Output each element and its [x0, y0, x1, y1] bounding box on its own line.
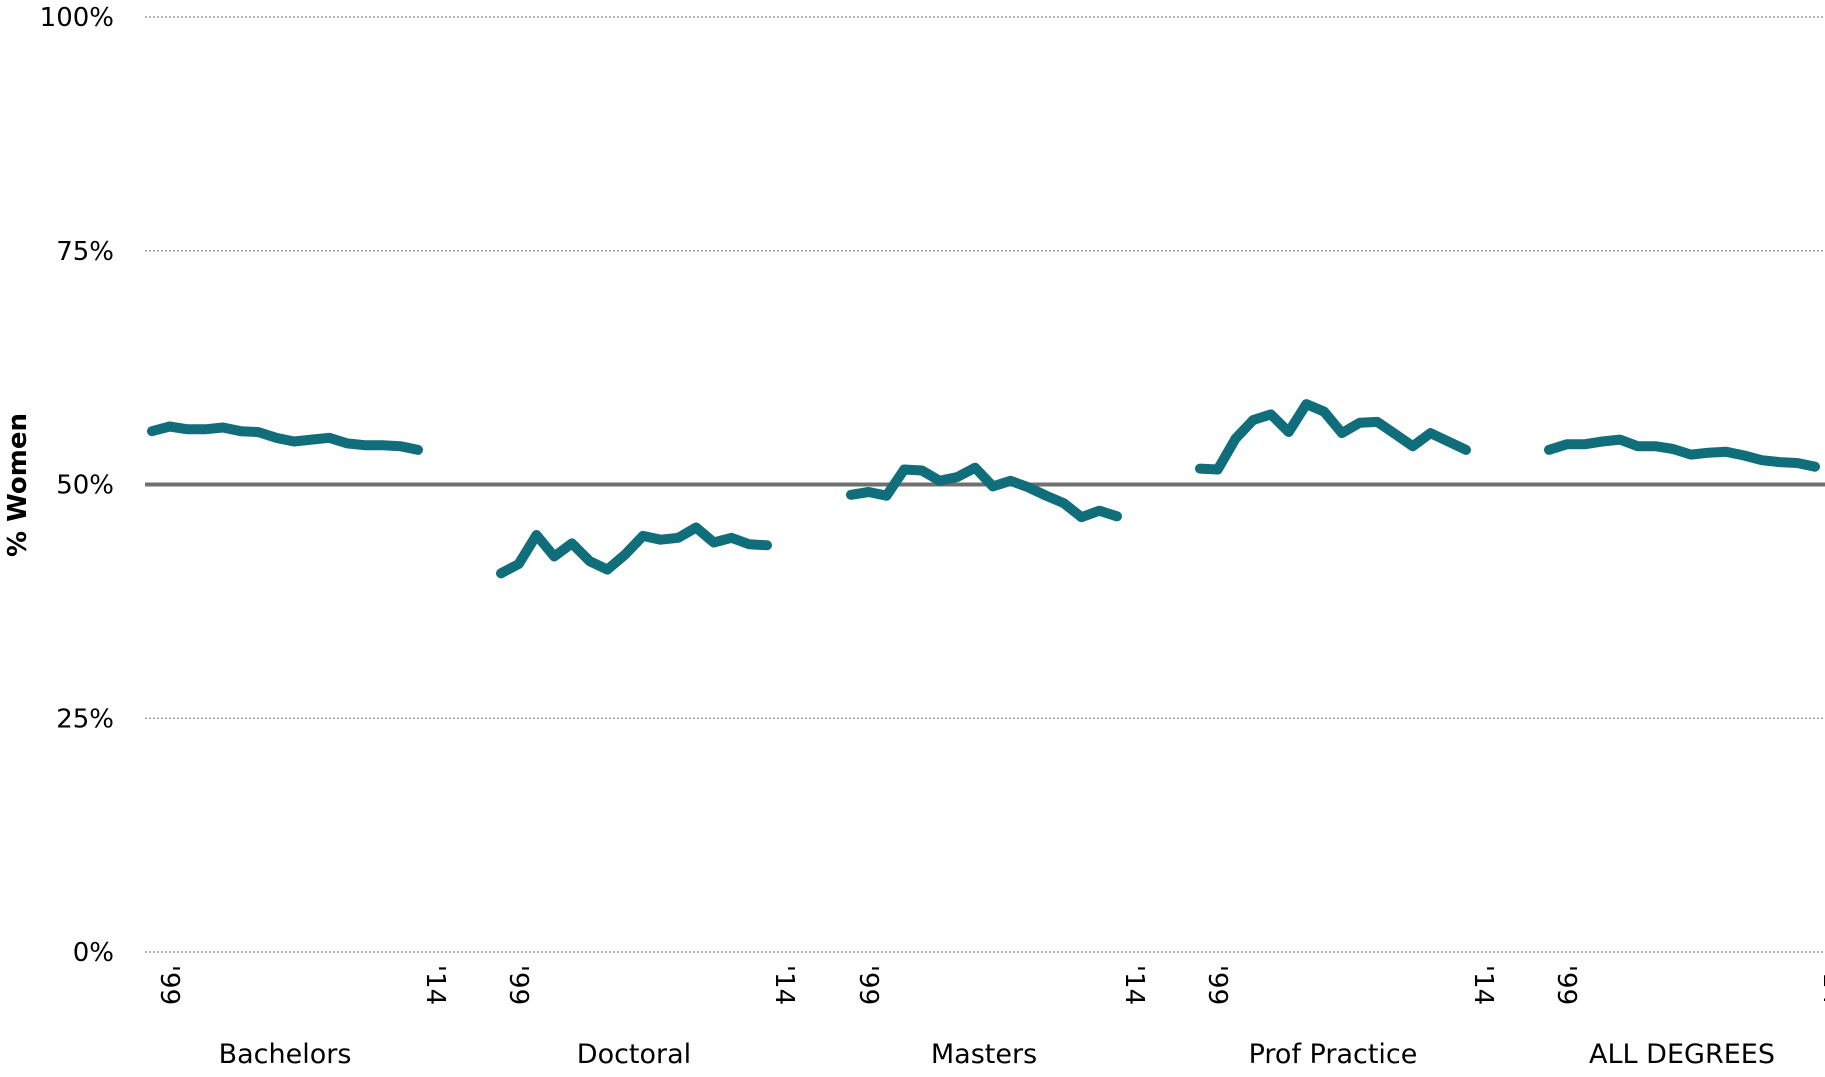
x-tick-label: '14 [769, 965, 799, 1005]
x-tick-label: '99 [1551, 965, 1581, 1005]
series-group [147, 399, 1820, 579]
x-tick-label: '99 [853, 965, 883, 1005]
y-tick-label: 50% [56, 471, 114, 501]
group-label: Bachelors [219, 1039, 352, 1070]
series-line-doctoral [496, 522, 772, 579]
group-labels: Bachelors Doctoral Masters Prof Practice ALL… [219, 1039, 1775, 1070]
group-label: Prof Practice [1249, 1039, 1418, 1070]
series-line-prof-practice [1195, 399, 1471, 475]
y-tick-label: 0% [73, 938, 114, 968]
series-line-all-degrees [1544, 434, 1820, 472]
y-tick-label: 100% [40, 3, 114, 33]
x-axis-ticks: '99 '14 '99 '14 '99 '14 '99 '14 '99 '14 [154, 965, 1825, 1005]
series-line-bachelors [147, 421, 423, 455]
y-tick-label: 25% [56, 704, 114, 734]
y-axis-label: % Women [3, 413, 33, 557]
x-tick-label: '14 [420, 965, 450, 1005]
x-tick-label: '14 [1119, 965, 1149, 1005]
x-tick-label: '99 [503, 965, 533, 1005]
x-tick-label: '99 [1202, 965, 1232, 1005]
x-tick-label: '14 [1468, 965, 1498, 1005]
x-tick-label: '14 [1817, 965, 1825, 1005]
y-axis-ticks: 0% 25% 50% 75% 100% [40, 3, 114, 968]
series-line-masters [846, 462, 1122, 523]
group-label: Masters [931, 1039, 1037, 1070]
x-tick-label: '99 [154, 965, 184, 1005]
y-tick-label: 75% [56, 237, 114, 267]
group-label: ALL DEGREES [1589, 1039, 1775, 1070]
group-label: Doctoral [577, 1039, 691, 1070]
